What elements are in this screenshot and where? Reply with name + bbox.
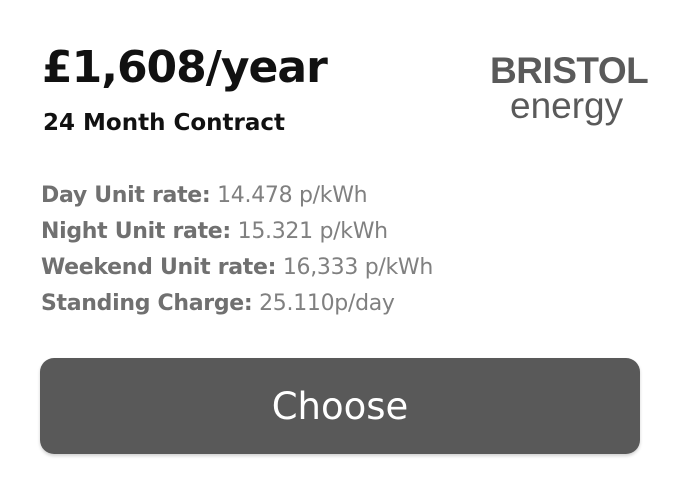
rates-list: Day Unit rate: 14.478 p/kWh Night Unit r… [41, 178, 433, 322]
choose-button[interactable]: Choose [40, 358, 640, 454]
contract-length: 24 Month Contract [43, 110, 285, 136]
supplier-logo: BRISTOL energy [490, 52, 649, 134]
rate-value: 15.321 p/kWh [237, 219, 388, 244]
rate-value: 25.110p/day [259, 291, 395, 316]
rate-label: Day Unit rate: [41, 183, 211, 208]
supplier-logo-wordmark: BRISTOL [490, 50, 649, 91]
rate-line-day: Day Unit rate: 14.478 p/kWh [41, 178, 433, 214]
rate-value: 16,333 p/kWh [282, 255, 434, 280]
rate-label: Standing Charge: [41, 291, 253, 316]
rate-line-weekend: Weekend Unit rate: 16,333 p/kWh [41, 250, 433, 286]
rate-label: Night Unit rate: [41, 219, 231, 244]
rate-line-night: Night Unit rate: 15.321 p/kWh [41, 214, 433, 250]
rate-label: Weekend Unit rate: [41, 255, 277, 280]
supplier-logo-subtext: energy [510, 85, 624, 126]
choose-button-label: Choose [271, 384, 409, 428]
price-heading: £1,608/year [42, 42, 328, 93]
rate-value: 14.478 p/kWh [217, 183, 368, 208]
rate-line-standing-charge: Standing Charge: 25.110p/day [41, 286, 433, 322]
